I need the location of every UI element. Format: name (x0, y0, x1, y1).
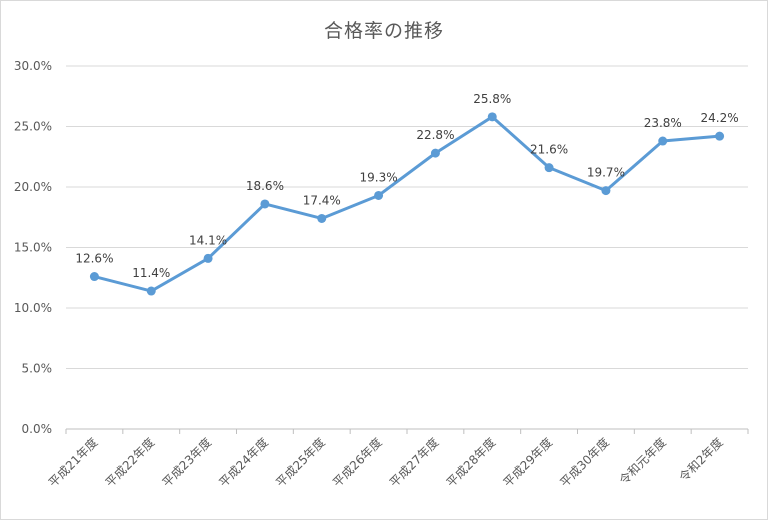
x-tick-label: 平成26年度 (329, 435, 384, 490)
x-tick-label: 令和2年度 (676, 435, 726, 485)
y-tick-label: 20.0% (14, 180, 52, 194)
data-point (658, 136, 668, 146)
data-label: 21.6% (530, 143, 568, 157)
x-tick-label: 平成22年度 (102, 435, 157, 490)
x-tick-label: 平成24年度 (216, 435, 271, 490)
y-tick-label: 25.0% (14, 120, 52, 134)
data-point (146, 286, 156, 296)
y-tick-label: 30.0% (14, 59, 52, 73)
data-label: 25.8% (473, 92, 511, 106)
chart-title: 合格率の推移 (323, 20, 444, 42)
data-label: 11.4% (132, 266, 170, 280)
data-point (544, 163, 554, 173)
data-point (430, 148, 440, 158)
data-label: 17.4% (303, 193, 341, 207)
x-tick-label: 平成21年度 (45, 435, 100, 490)
data-point (715, 131, 725, 141)
y-tick-label: 15.0% (14, 241, 52, 255)
series-line (92, 115, 722, 293)
x-tick-label: 平成30年度 (557, 435, 612, 490)
data-label: 14.1% (189, 233, 227, 247)
y-tick-label: 5.0% (22, 362, 53, 376)
data-label: 22.8% (416, 128, 454, 142)
y-tick-label: 0.0% (22, 422, 53, 436)
data-label: 12.6% (75, 252, 113, 266)
data-point (601, 186, 611, 196)
data-point (374, 190, 384, 200)
x-tick-label: 平成28年度 (443, 435, 498, 490)
data-label: 24.2% (701, 111, 739, 125)
data-point (89, 272, 99, 282)
data-label: 19.7% (587, 166, 625, 180)
data-label: 23.8% (644, 116, 682, 130)
x-tick-label: 令和元年度 (616, 435, 669, 488)
x-tick-label: 平成23年度 (159, 435, 214, 490)
x-tick-label: 平成25年度 (273, 435, 328, 490)
data-label: 19.3% (360, 170, 398, 184)
data-point (203, 253, 213, 263)
data-point (260, 199, 270, 209)
data-point (487, 112, 497, 122)
data-point (317, 213, 327, 223)
data-label: 18.6% (246, 179, 284, 193)
x-tick-label: 平成29年度 (500, 435, 555, 490)
x-tick-label: 平成27年度 (386, 435, 441, 490)
y-tick-label: 10.0% (14, 301, 52, 315)
